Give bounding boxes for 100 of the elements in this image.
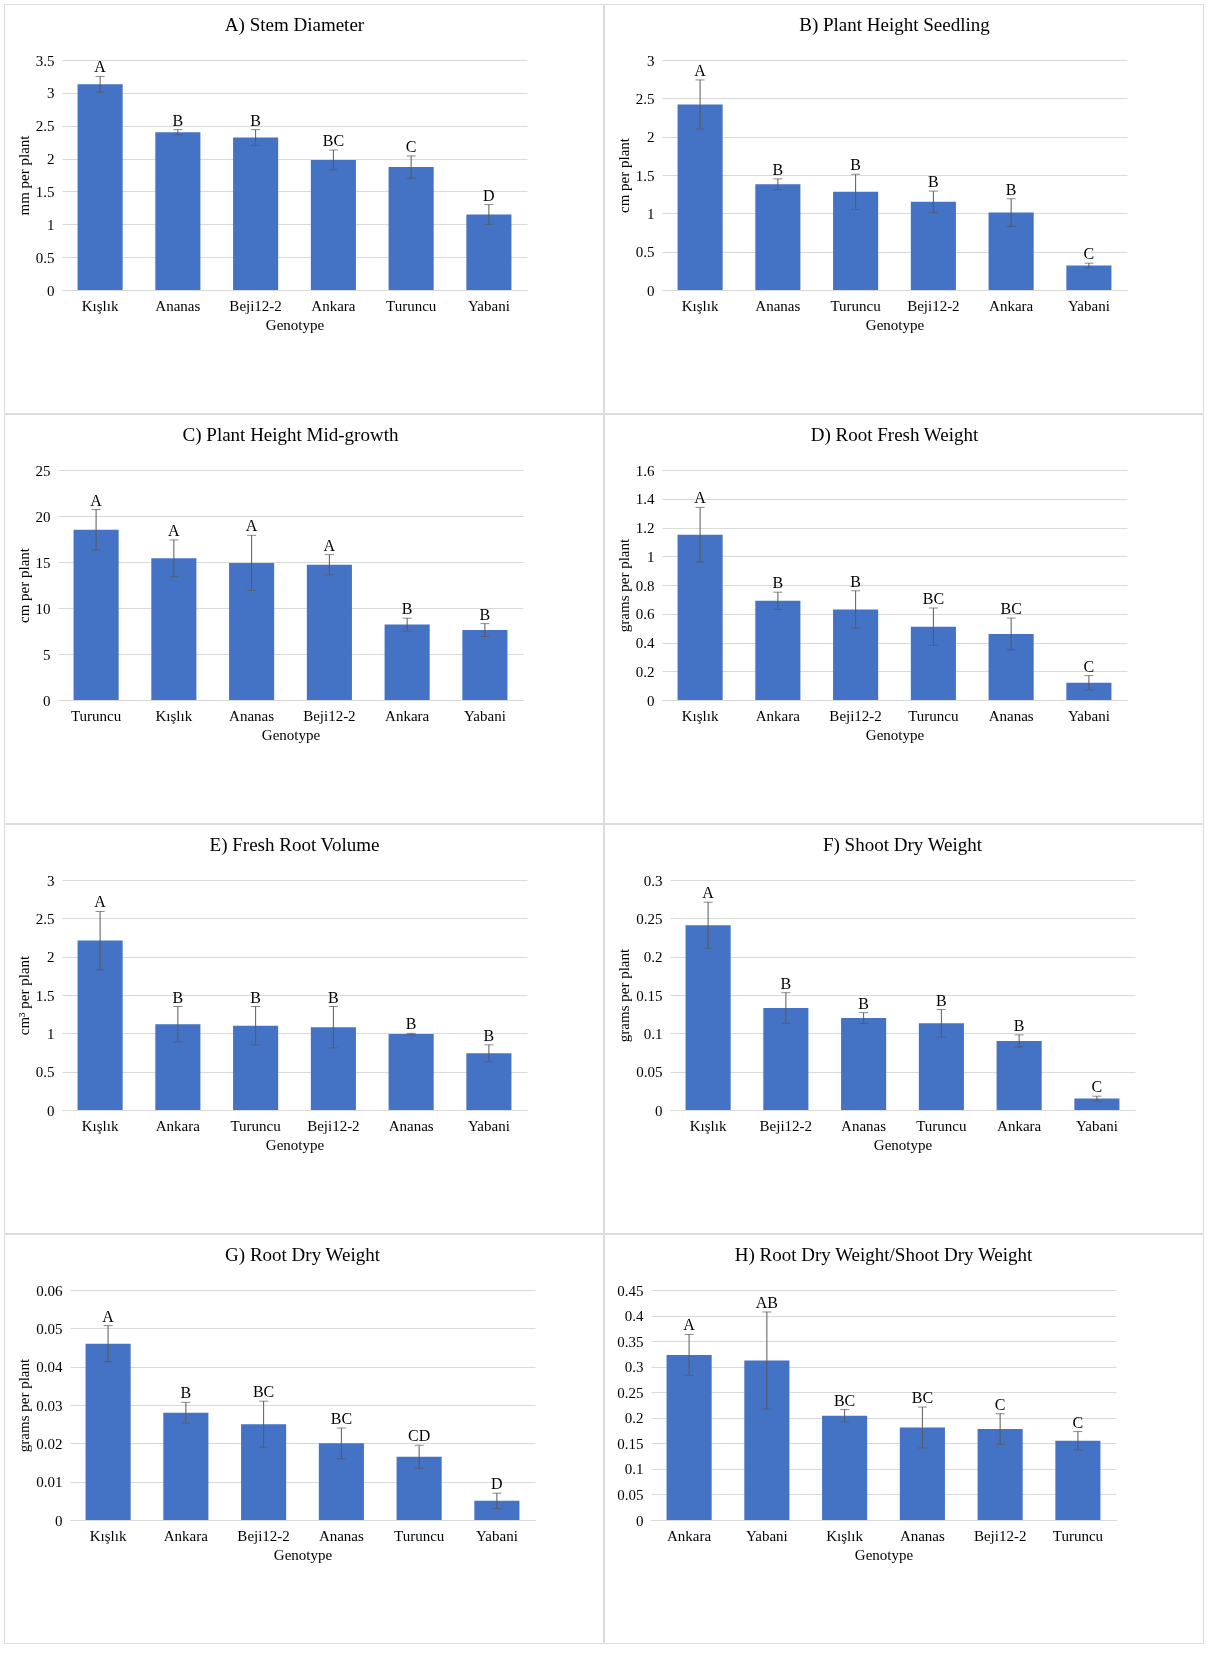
annotation: A — [683, 1316, 696, 1334]
x-axis-title: Genotype — [854, 1546, 914, 1563]
annotation: B — [936, 991, 947, 1009]
y-tick-label: 0.05 — [636, 1064, 663, 1081]
x-tick-label: Kışlık — [826, 1527, 864, 1544]
annotation: C — [1083, 657, 1095, 675]
bar — [310, 159, 356, 290]
annotation: A — [702, 884, 715, 902]
bar — [677, 104, 723, 290]
x-tick-label: Yabani — [1075, 1117, 1118, 1134]
y-tick-label: 0.03 — [36, 1397, 63, 1414]
x-tick-label: Ananas — [988, 707, 1034, 724]
bar — [763, 1008, 809, 1110]
bar — [384, 624, 430, 700]
bar — [833, 609, 879, 700]
y-tick-label: 1 — [647, 205, 655, 222]
y-tick-label: 0.25 — [617, 1384, 644, 1401]
x-tick-label: Ankara — [155, 1117, 201, 1134]
annotation: C — [1072, 1413, 1084, 1431]
x-tick-label: Ananas — [318, 1527, 365, 1544]
x-tick-label: Ankara — [385, 707, 430, 724]
bar — [474, 1500, 520, 1520]
bar — [462, 630, 508, 700]
x-tick-label: Ankara — [163, 1527, 209, 1544]
x-tick-label: Yabani — [463, 707, 506, 724]
y-tick-label: 5 — [43, 646, 51, 663]
y-tick-label: 15 — [35, 554, 51, 571]
y-tick-label: 1.2 — [635, 520, 655, 536]
annotation: B — [250, 988, 261, 1006]
annotation: A — [245, 517, 258, 535]
y-tick-label: 1 — [47, 1025, 55, 1042]
y-tick-label: 0.4 — [635, 635, 655, 651]
annotation: B — [172, 988, 184, 1006]
y-tick-label: 0 — [47, 1102, 55, 1119]
x-axis-title: Genotype — [265, 316, 325, 333]
bar — [77, 940, 123, 1110]
chart-title: A) Stem Diameter — [224, 14, 365, 36]
x-tick-label: Yabani — [467, 1117, 510, 1134]
bar — [755, 184, 801, 290]
y-tick-label: 20 — [35, 508, 51, 525]
x-axis-title: Genotype — [261, 726, 321, 743]
annotation: BC — [1000, 600, 1022, 618]
annotation: A — [94, 58, 107, 76]
x-tick-label: Ananas — [155, 297, 201, 314]
annotation: D — [491, 1475, 503, 1493]
y-tick-label: 10 — [35, 600, 51, 617]
bar — [396, 1456, 442, 1520]
y-tick-label: 0 — [647, 692, 655, 709]
y-tick-label: 2 — [47, 151, 55, 168]
bar — [833, 191, 879, 290]
annotation: B — [479, 605, 491, 623]
chart-title: H) Root Dry Weight/Shoot Dry Weight — [734, 1244, 1034, 1266]
x-tick-label: Ankara — [997, 1117, 1042, 1134]
y-tick-label: 1.4 — [635, 491, 655, 508]
annotation: BC — [833, 1391, 856, 1409]
bar — [1066, 682, 1112, 700]
annotation: B — [401, 600, 413, 618]
x-tick-label: Ananas — [755, 297, 801, 314]
y-tick-label: 0.2 — [635, 663, 655, 680]
bar — [155, 132, 201, 290]
y-tick-label: 3.5 — [35, 52, 55, 69]
x-tick-label: Kışlık — [81, 1117, 119, 1134]
x-tick-label: Turuncu — [1052, 1527, 1104, 1544]
y-axis-title: mm per plant — [15, 134, 32, 216]
bar — [73, 529, 119, 700]
y-tick-label: 0.05 — [617, 1486, 644, 1503]
y-axis-title: cm³ per plant — [15, 954, 32, 1036]
chart-title: C) Plant Height Mid-growth — [182, 424, 399, 446]
y-tick-label: 0.04 — [36, 1359, 63, 1376]
annotation: B — [772, 574, 784, 592]
bar — [1066, 265, 1112, 290]
x-tick-label: Ankara — [667, 1527, 712, 1544]
bar — [685, 925, 731, 1110]
bar — [1074, 1098, 1120, 1110]
y-axis-title: grams per plant — [616, 948, 633, 1043]
x-axis-title: Genotype — [865, 316, 925, 333]
annotation: B — [858, 994, 869, 1012]
annotation: B — [850, 156, 861, 174]
chart-title: E) Fresh Root Volume — [209, 834, 380, 856]
annotation: B — [1005, 180, 1017, 198]
annotation: D — [483, 186, 495, 204]
x-tick-label: Beji12-2 — [907, 297, 960, 314]
bar — [163, 1412, 209, 1520]
annotation: BC — [330, 1410, 353, 1427]
x-tick-label: Turuncu — [393, 1527, 445, 1544]
x-tick-label: Kışlık — [689, 1117, 727, 1134]
bar — [841, 1018, 887, 1110]
x-tick-label: Turuncu — [916, 1117, 968, 1134]
x-tick-label: Ananas — [388, 1117, 434, 1134]
bar — [988, 633, 1034, 700]
y-tick-label: 1 — [47, 216, 55, 233]
y-tick-label: 0 — [655, 1102, 663, 1119]
y-tick-label: 0.2 — [643, 949, 663, 966]
y-tick-label: 0.5 — [635, 244, 655, 261]
y-tick-label: 0 — [55, 1512, 63, 1529]
annotation: B — [328, 988, 339, 1006]
bar — [310, 1027, 356, 1110]
x-tick-label: Beji12-2 — [307, 1117, 360, 1134]
bar — [77, 84, 123, 290]
x-tick-label: Ananas — [899, 1527, 946, 1544]
